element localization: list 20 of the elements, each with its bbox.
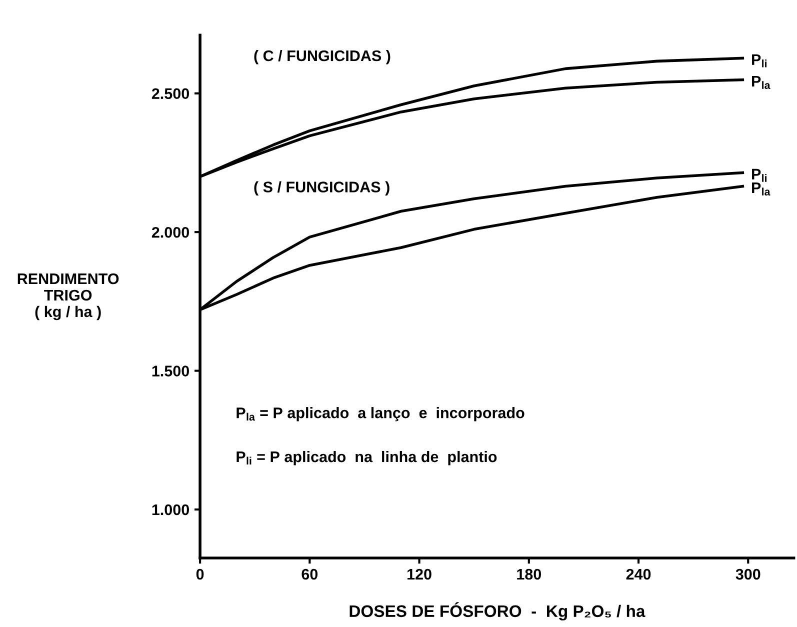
x-tick-label: 180 [517,568,542,580]
annotation: ( C / FUNGICIDAS ) [254,50,390,64]
annotation: P$_{li}$ = P aplicado na linha de plantio [236,450,497,466]
y-tick-label: 1.500 [152,366,190,376]
x-axis-title: DOSES DE FÓSFORO - Kg P₂O₅ / ha [350,602,646,620]
y-tick-label: 1.000 [152,504,190,516]
x-tick-label: 0 [196,568,204,580]
x-tick-label: 240 [626,568,651,580]
x-tick-label: 60 [302,568,318,580]
series-label: P$_{la}$ [752,182,770,196]
series-label: P$_{li}$ [752,168,767,182]
annotation: P$_{la}$ = P aplicado a lanço e incorporado [236,407,524,422]
annotation: ( S / FUNGICIDAS ) [254,181,390,196]
x-tick-label: 120 [408,568,432,580]
series-label: P$_{li}$ [752,54,767,68]
series-label: P$_{la}$ [752,76,770,89]
y-axis-title: RENDIMENTO TRIGO ( kg / ha ) [18,273,119,320]
x-tick-label: 300 [736,568,760,580]
y-tick-label: 2.000 [152,226,190,238]
y-tick-label: 2.500 [152,88,190,100]
